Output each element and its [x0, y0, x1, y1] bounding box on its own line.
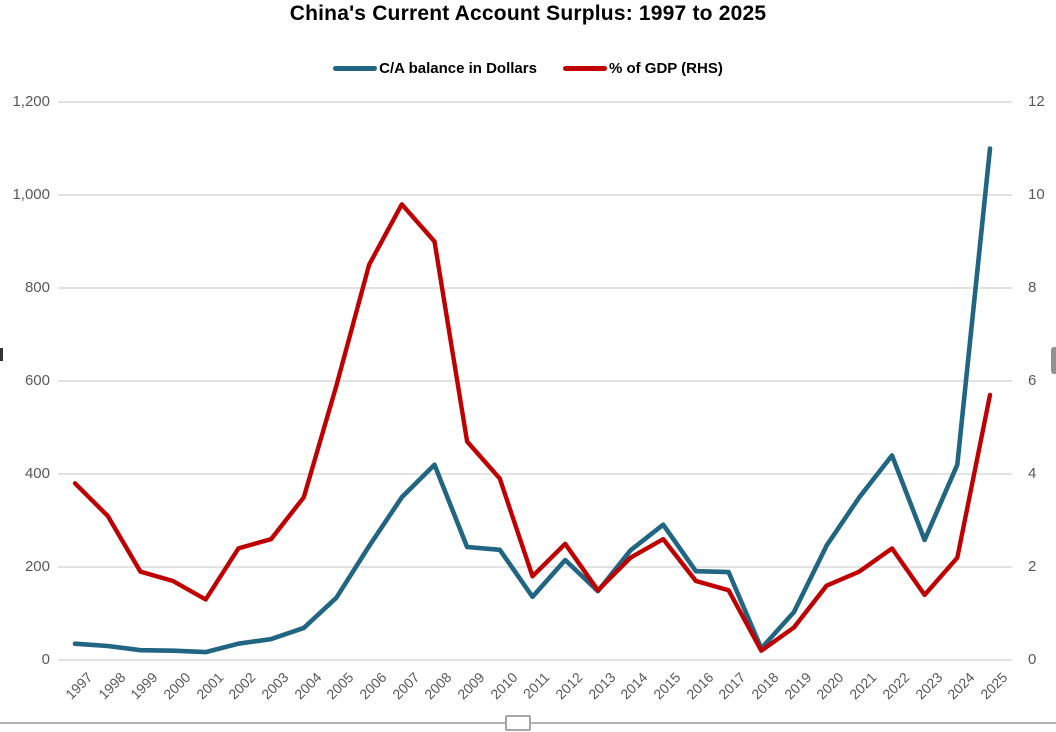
vertical-scrollbar-thumb[interactable]	[1051, 347, 1056, 374]
x-axis-tick-label: 2005	[323, 669, 357, 703]
x-axis-tick-label: 2015	[650, 669, 684, 703]
x-axis-tick-label: 2017	[715, 669, 749, 703]
left-axis-labels: 1,200 1,000 800 600 400 200 0	[0, 0, 50, 732]
right-axis-tick-label: 10	[1028, 186, 1045, 203]
x-axis-tick-label: 2001	[192, 669, 227, 703]
x-axis-tick-label: 2013	[584, 669, 619, 703]
x-axis-tick-label: 1999	[127, 669, 161, 703]
legend-item-gdp-pct[interactable]: % of GDP (RHS)	[562, 60, 723, 77]
gdp-pct-line-swatch	[562, 66, 607, 71]
x-axis-tick-label: 2018	[748, 669, 782, 703]
x-axis-tick-label: 2014	[617, 669, 651, 703]
x-axis-tick-label: 2007	[388, 669, 423, 703]
right-axis-tick-label: 8	[1028, 279, 1037, 296]
x-axis-tick-label: 2024	[944, 669, 978, 703]
left-axis-tick-label: 0	[41, 651, 50, 668]
x-axis-tick-label: 2016	[682, 669, 717, 703]
left-axis-tick-label: 200	[24, 558, 50, 575]
x-axis-tick-label: 2021	[846, 669, 880, 703]
legend-item-ca-balance[interactable]: C/A balance in Dollars	[333, 60, 537, 77]
left-axis-tick-label: 1,200	[12, 93, 50, 110]
x-axis-tick-label: 2011	[520, 669, 553, 702]
gdp-pct-legend-label: % of GDP (RHS)	[608, 60, 723, 77]
x-axis-tick-label: 2004	[290, 669, 325, 703]
x-axis-tick-label: 2006	[356, 669, 390, 703]
left-axis-tick-label: 600	[24, 372, 50, 389]
clipped-axis-title-fragment	[0, 348, 3, 361]
ca-balance-line	[72, 146, 993, 655]
right-axis-tick-label: 2	[1028, 558, 1037, 575]
x-axis-tick-label: 2009	[454, 669, 488, 703]
x-axis-tick-label: 1997	[61, 669, 96, 703]
left-axis-tick-label: 800	[24, 279, 50, 296]
right-axis-tick-label: 0	[1028, 651, 1037, 668]
x-axis-tick-label: 2022	[878, 669, 913, 703]
left-axis-tick-label: 1,000	[12, 186, 50, 203]
gdp-pct-line	[72, 202, 993, 653]
right-axis-labels: 12 10 8 6 4 2 0	[1028, 0, 1056, 732]
right-axis-tick-label: 6	[1028, 372, 1037, 389]
chart-title: China's Current Account Surplus: 1997 to…	[289, 2, 767, 25]
bottom-pane-handle[interactable]	[505, 715, 531, 731]
x-axis-tick-label: 2003	[258, 669, 292, 703]
legend: C/A balance in Dollars % of GDP (RHS)	[0, 60, 1056, 77]
x-axis-tick-label: 2020	[813, 669, 847, 703]
x-axis-tick-label: 2000	[160, 669, 194, 703]
x-axis-tick-label: 2023	[911, 669, 945, 703]
left-axis-tick-label: 400	[24, 465, 50, 482]
right-axis-tick-label: 4	[1028, 465, 1037, 482]
x-axis-tick-label: 2002	[225, 669, 259, 703]
x-axis-tick-label: 2010	[486, 669, 521, 703]
x-axis-tick-label: 2019	[780, 669, 815, 703]
x-axis-tick-label: 2008	[421, 669, 455, 703]
ca-balance-line-swatch	[333, 66, 378, 71]
ca-balance-legend-label: C/A balance in Dollars	[379, 60, 537, 77]
x-axis-tick-label: 2012	[552, 669, 586, 703]
x-axis-tick-label: 2025	[976, 669, 1011, 703]
x-axis-tick-label: 1998	[94, 669, 129, 703]
right-axis-tick-label: 12	[1028, 93, 1045, 110]
